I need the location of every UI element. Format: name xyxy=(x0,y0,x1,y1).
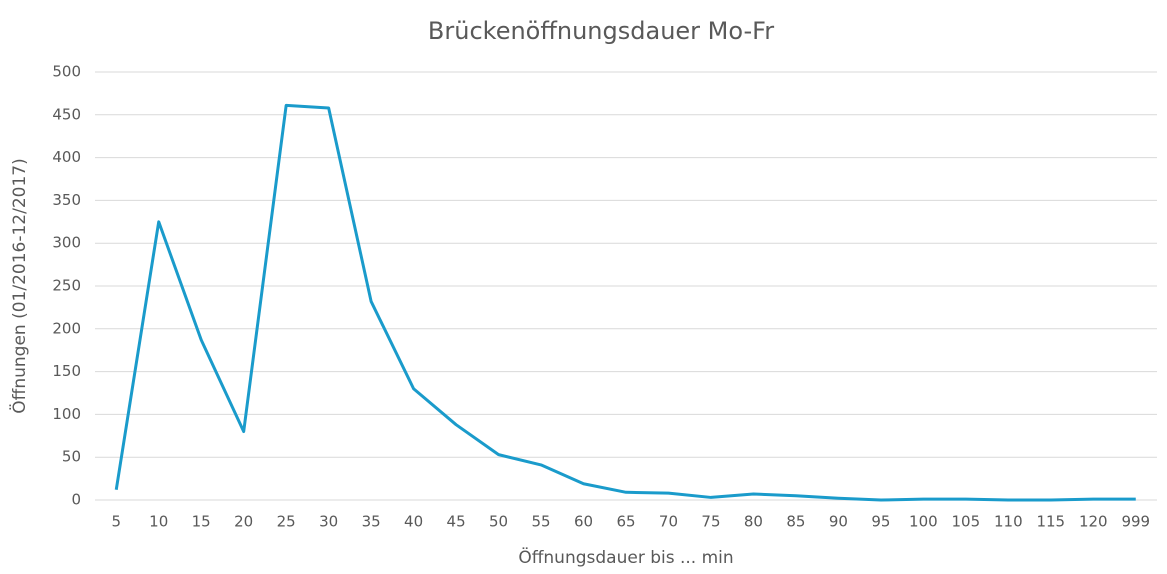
x-tick-label: 85 xyxy=(786,513,805,531)
y-tick-label: 350 xyxy=(52,191,81,209)
x-tick-label: 95 xyxy=(871,513,890,531)
y-tick-label: 500 xyxy=(52,63,81,81)
y-axis-label: Öffnungen (01/2016-12/2017) xyxy=(8,158,30,414)
x-tick-label: 15 xyxy=(192,513,211,531)
x-tick-label: 60 xyxy=(574,513,593,531)
x-tick-label: 999 xyxy=(1121,513,1150,531)
x-tick-label: 5 xyxy=(111,513,121,531)
x-tick-label: 70 xyxy=(659,513,678,531)
x-tick-label: 30 xyxy=(319,513,338,531)
x-tick-label: 40 xyxy=(404,513,423,531)
x-tick-label: 35 xyxy=(362,513,381,531)
x-tick-label: 65 xyxy=(616,513,635,531)
chart-title: Brückenöffnungsdauer Mo-Fr xyxy=(428,17,774,45)
x-tick-label: 50 xyxy=(489,513,508,531)
x-tick-label: 55 xyxy=(531,513,550,531)
x-tick-label: 120 xyxy=(1079,513,1108,531)
y-tick-label: 250 xyxy=(52,277,81,295)
y-tick-label: 450 xyxy=(52,105,81,123)
x-tick-label: 105 xyxy=(952,513,981,531)
x-tick-label: 20 xyxy=(234,513,253,531)
x-axis-label: Öffnungsdauer bis ... min xyxy=(518,546,733,568)
x-tick-label: 110 xyxy=(994,513,1023,531)
y-tick-label: 50 xyxy=(62,448,81,466)
y-tick-label: 200 xyxy=(52,319,81,337)
y-tick-label: 0 xyxy=(71,491,81,509)
y-tick-label: 150 xyxy=(52,362,81,380)
x-tick-label: 75 xyxy=(701,513,720,531)
x-tick-label: 45 xyxy=(447,513,466,531)
y-tick-label: 100 xyxy=(52,405,81,423)
x-tick-label: 90 xyxy=(829,513,848,531)
y-tick-label: 300 xyxy=(52,234,81,252)
x-tick-label: 80 xyxy=(744,513,763,531)
x-tick-label: 25 xyxy=(277,513,296,531)
line xyxy=(114,103,1136,502)
x-tick-label: 10 xyxy=(149,513,168,531)
x-tick-label: 100 xyxy=(909,513,938,531)
x-tick-label: 115 xyxy=(1036,513,1065,531)
y-tick-label: 400 xyxy=(52,148,81,166)
